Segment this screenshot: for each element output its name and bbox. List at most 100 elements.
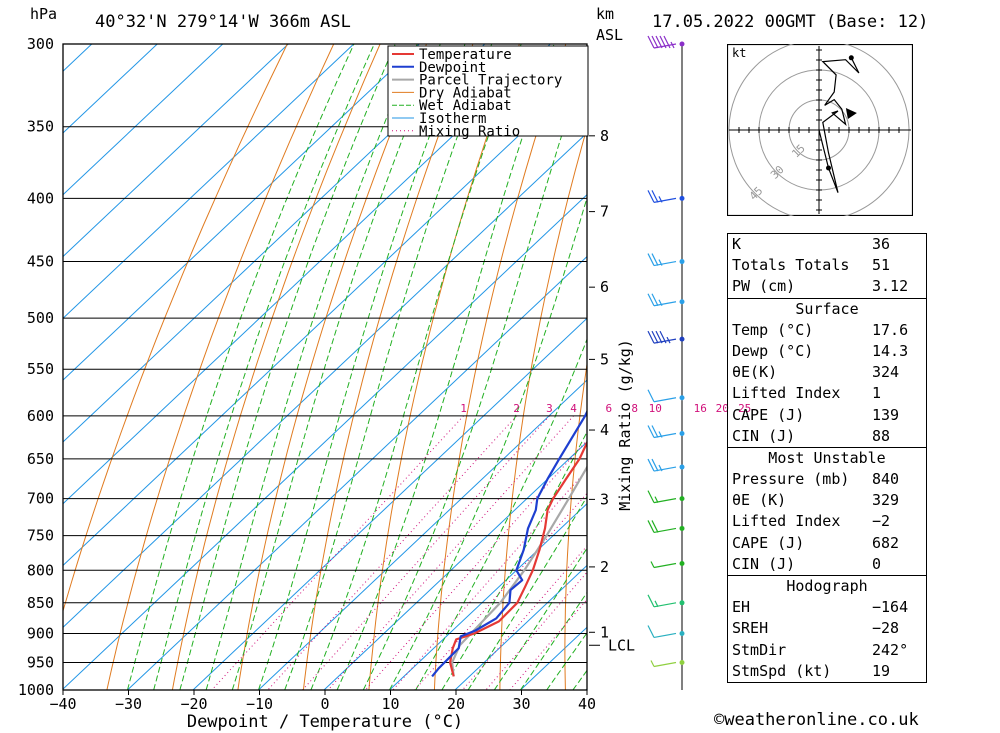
wind-barb-flag — [651, 520, 659, 533]
hodograph-title: Hodograph — [786, 577, 868, 595]
dewpoint-line — [431, 409, 587, 678]
pressure-tick-label: 550 — [27, 360, 54, 378]
isotherm-line — [323, 441, 587, 690]
wet-adiabat-line — [362, 55, 587, 690]
isotherm-line — [63, 44, 289, 258]
temperature-tick-label: 10 — [381, 695, 399, 713]
hodograph-point — [826, 165, 831, 171]
wind-barb-flag — [659, 35, 667, 49]
isotherm-line — [63, 44, 355, 319]
legend-entry: Parcel Trajectory — [419, 73, 562, 89]
pressure-tick-label: 950 — [27, 653, 54, 671]
dry-adiabat-line — [368, 44, 520, 690]
wind-barb-flag — [651, 253, 659, 266]
isotherm-line — [63, 44, 486, 443]
wet-adiabat-line — [284, 44, 493, 690]
wind-barb-half — [658, 259, 663, 266]
wind-point — [679, 659, 685, 665]
isotherm-line — [63, 44, 420, 381]
mixing-ratio-line — [392, 468, 587, 690]
isotherm-line — [63, 132, 587, 628]
legend-entry: Isotherm — [419, 111, 486, 127]
index-row-k: K 36 — [732, 235, 891, 253]
temperature-tick-label: 40 — [578, 695, 596, 713]
height-tick-label: 3 — [600, 490, 609, 508]
wind-barb-staff — [653, 661, 677, 668]
temperature-tick-label: 30 — [512, 695, 530, 713]
wind-barb-flag — [647, 190, 655, 203]
wet-adiabat-line — [127, 44, 355, 690]
wind-barb-flag — [659, 330, 667, 344]
isotherm-line — [454, 564, 587, 690]
mu-row: Pressure (mb) 840 — [732, 470, 900, 489]
height-tick-label: 2 — [600, 558, 609, 576]
height-tick-label: 6 — [600, 278, 609, 296]
wet-adiabat-line — [153, 44, 375, 690]
pressure-tick-label: 300 — [27, 35, 54, 53]
isotherm-line — [127, 255, 587, 690]
isotherm-line — [63, 44, 158, 134]
dry-adiabat-line — [106, 44, 335, 690]
legend-box — [387, 45, 589, 137]
mixing-ratio-tick-label: 1 — [460, 402, 467, 415]
pressure-unit-label: hPa — [30, 5, 58, 23]
height-tick-label: 5 — [600, 350, 609, 368]
footer-credit[interactable]: ©weatheronline.co.uk — [714, 710, 919, 730]
mixing-ratio-tick-label: 16 — [694, 402, 707, 415]
wind-barb-flag — [651, 190, 659, 203]
surface-row: Temp (°C) 17.6 — [732, 320, 909, 339]
mu-row: CIN (J) 0 — [732, 554, 882, 573]
pressure-tick-label: 800 — [27, 561, 54, 579]
temperature-tick-label: 20 — [447, 695, 465, 713]
mu-row: θE (K) 329 — [732, 491, 900, 510]
mixing-ratio-tick-label: 3 — [546, 402, 553, 415]
index-row-pw: PW (cm) 3.12 — [732, 277, 909, 296]
hodograph-line — [818, 57, 860, 193]
wind-point — [679, 525, 685, 531]
isotherm-line — [63, 44, 551, 505]
hodograph-axes — [729, 46, 911, 214]
height-tick-label: 4 — [600, 421, 609, 439]
mixing-ratio-line — [509, 598, 587, 690]
pressure-tick-label: 350 — [27, 118, 54, 136]
mixing-ratio-tick-label: 25 — [738, 402, 751, 415]
wind-barb-half — [658, 464, 663, 472]
wind-barb-flag — [647, 594, 655, 608]
hodograph-unit: kt — [732, 46, 746, 60]
mixing-ratio-tick-label: 2 — [513, 402, 520, 415]
asl-label: ASL — [596, 26, 624, 44]
wind-barb-flag — [647, 425, 655, 438]
wind-barb-flag — [647, 253, 655, 266]
temperature-tick-label: −30 — [115, 695, 142, 713]
surface-row: Dewp (°C) 14.3 — [732, 341, 909, 360]
wind-barb-flag — [647, 458, 655, 472]
wet-adiabat-line — [179, 44, 396, 690]
dry-adiabat-line — [171, 44, 381, 690]
wind-barb-half — [658, 299, 663, 307]
most-unstable-title: Most Unstable — [768, 448, 886, 467]
pressure-tick-label: 900 — [27, 624, 54, 642]
mixing-ratio-tick-label: 20 — [716, 402, 729, 415]
wind-barb-flag — [651, 293, 659, 307]
wind-barb-flag — [651, 35, 659, 49]
pressure-tick-label: 400 — [27, 189, 54, 207]
storm-motion-marker — [845, 108, 857, 120]
mixing-ratio-line — [267, 415, 517, 690]
mixing-ratio-tick-label: 6 — [605, 402, 612, 415]
wind-point — [679, 561, 685, 567]
wind-barb-half — [654, 496, 659, 503]
hodo-row: SREH −28 — [732, 619, 900, 638]
mu-row: Lifted Index −2 — [732, 512, 891, 531]
height-tick-label: 1 — [600, 623, 609, 641]
most-unstable-section: Most Unstable Pressure (mb) 840 θE (K) 329… — [728, 446, 926, 575]
temperature-tick-label: −40 — [49, 695, 76, 713]
legend-entry: Mixing Ratio — [419, 124, 520, 140]
wind-barb-flag — [651, 458, 659, 472]
wind-barb-half — [666, 336, 671, 344]
temperature-tick-label: 0 — [320, 695, 329, 713]
dry-adiabat-line — [970, 44, 1000, 690]
wind-point — [679, 600, 685, 606]
wind-point — [679, 431, 685, 437]
legend-entry: Dewpoint — [419, 60, 486, 76]
